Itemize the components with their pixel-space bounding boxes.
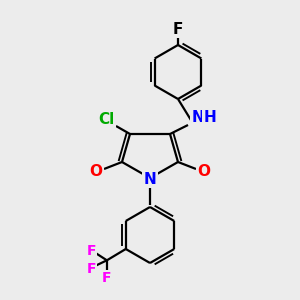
Text: H: H	[204, 110, 216, 125]
Text: N: N	[192, 110, 204, 125]
Text: O: O	[89, 164, 103, 179]
Text: O: O	[197, 164, 211, 179]
Text: F: F	[86, 262, 96, 276]
Text: Cl: Cl	[98, 112, 114, 128]
Text: F: F	[102, 271, 112, 285]
Text: F: F	[86, 244, 96, 258]
Text: F: F	[173, 22, 183, 37]
Text: N: N	[144, 172, 156, 187]
